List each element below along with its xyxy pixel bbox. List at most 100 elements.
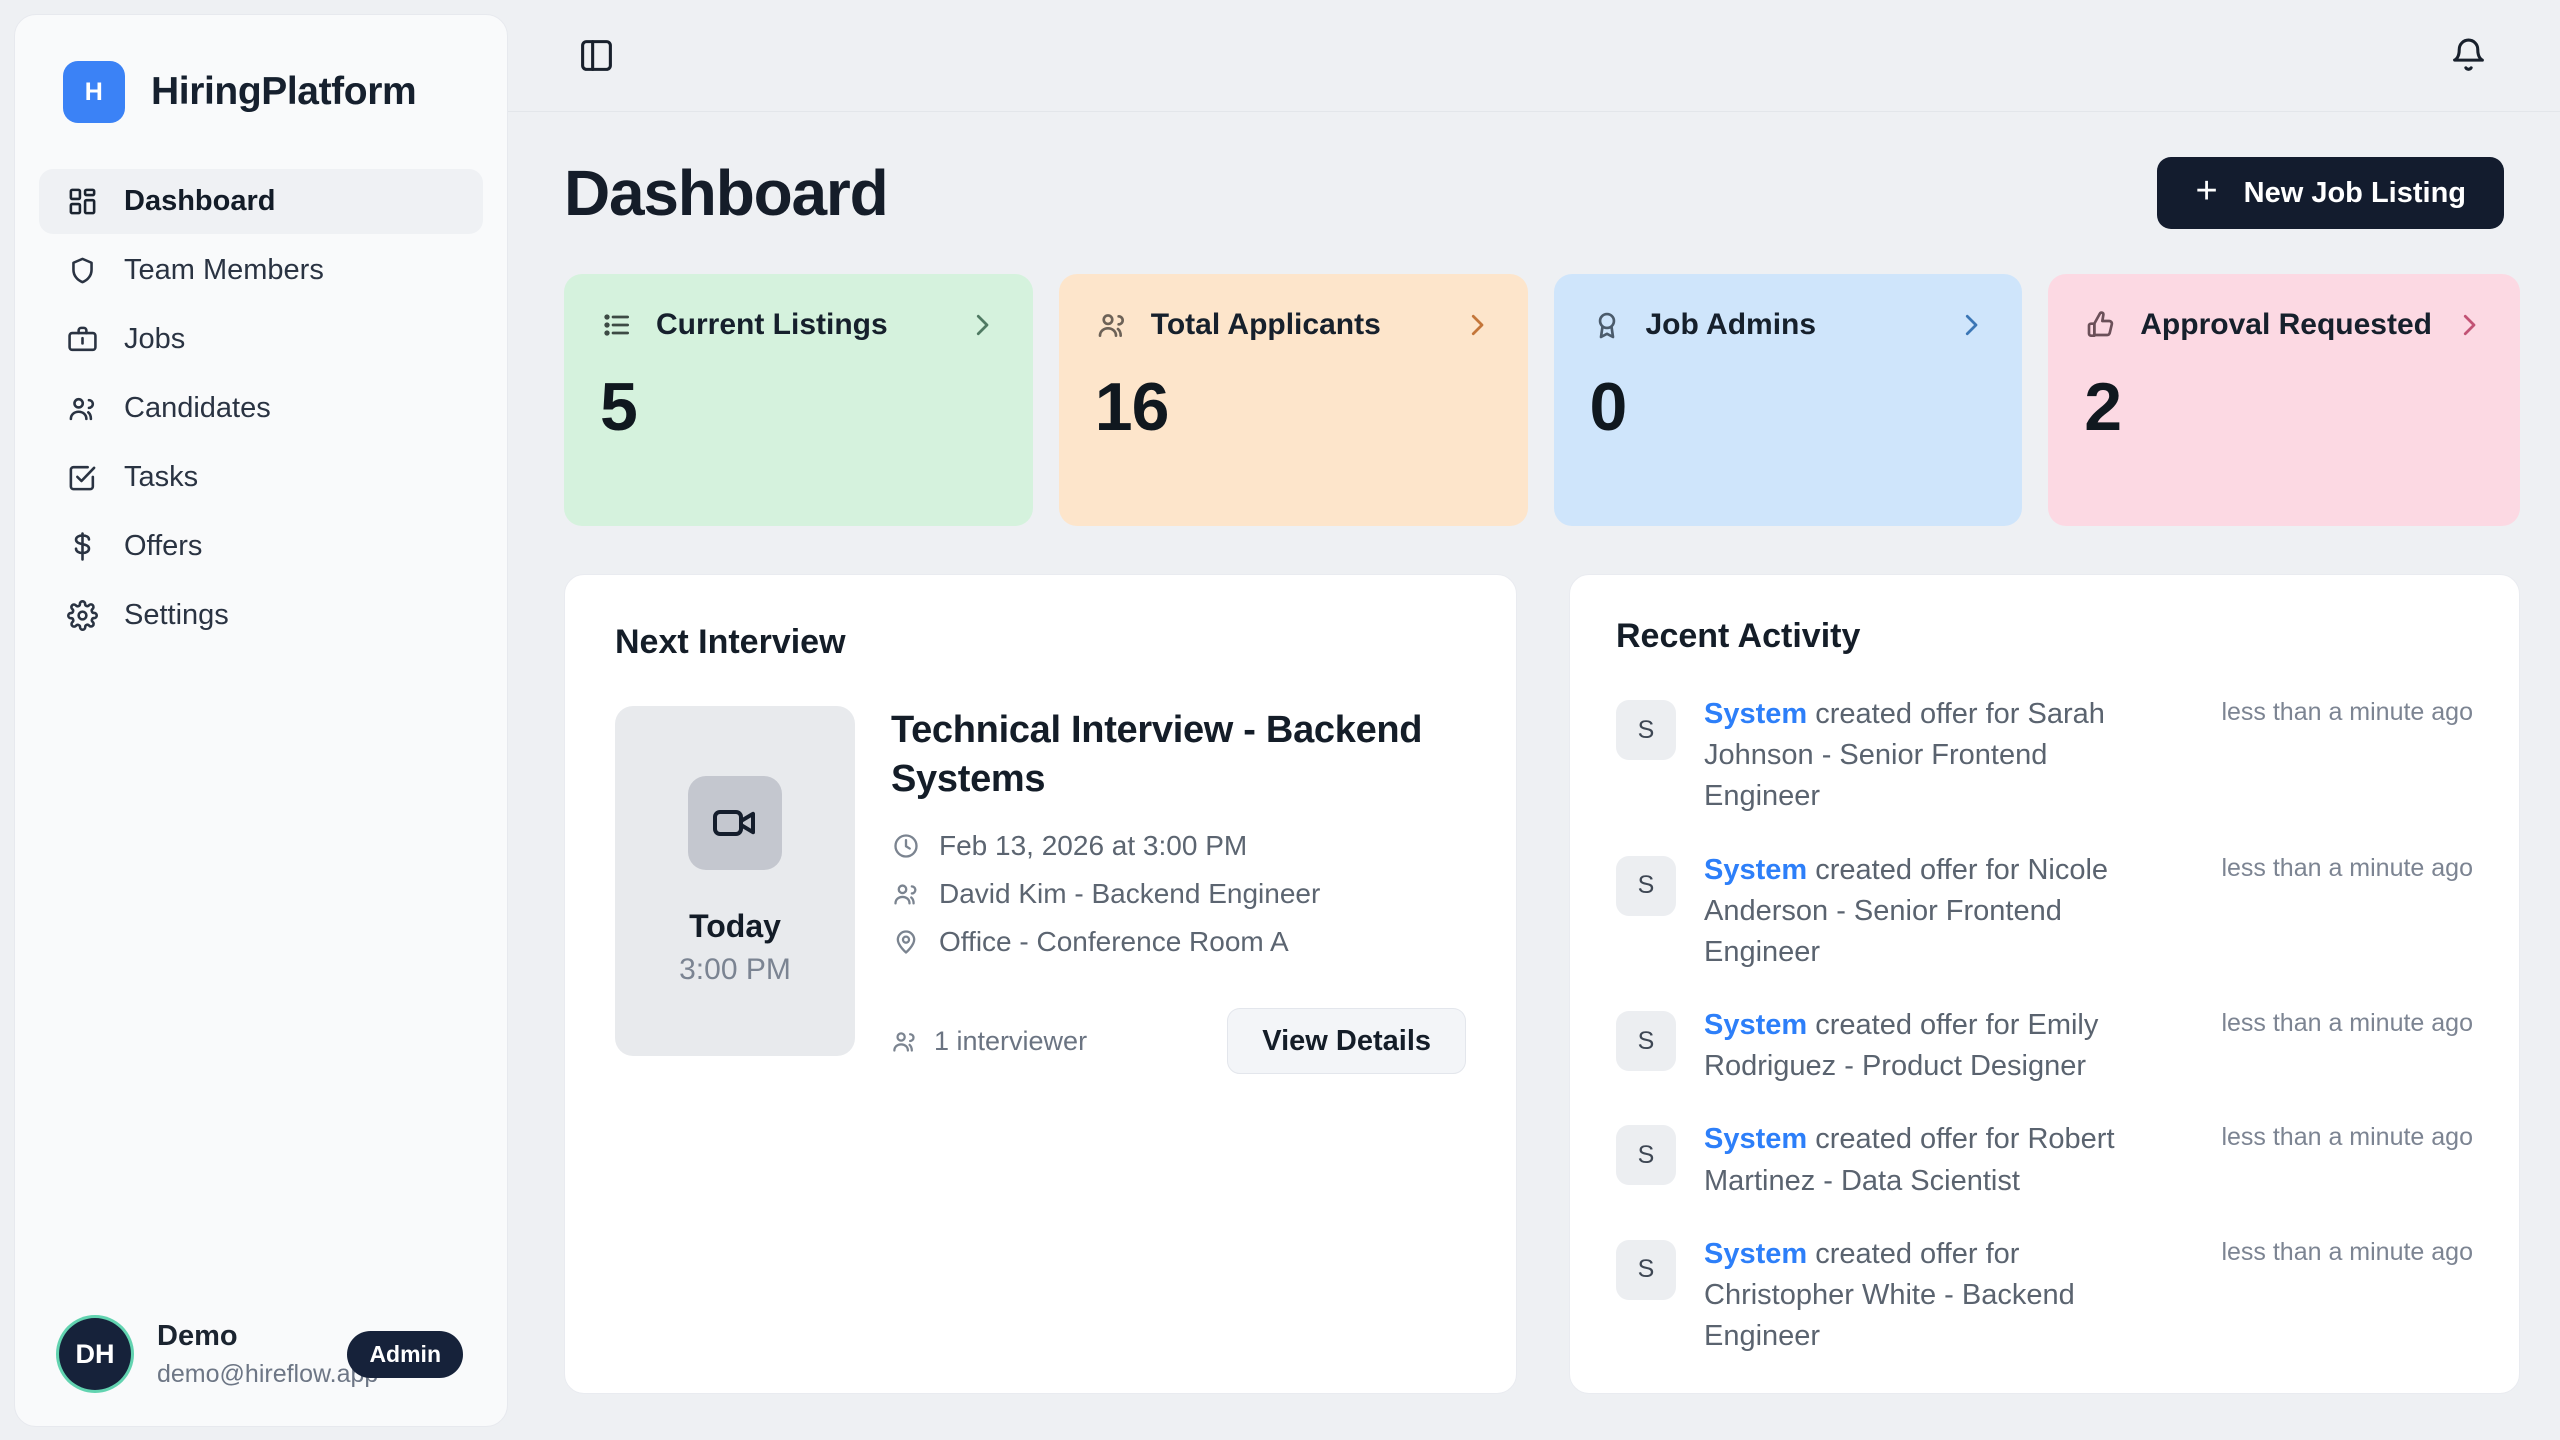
activity-row[interactable]: S System created offer for Emily Rodrigue…: [1616, 1005, 2473, 1087]
activity-actor[interactable]: System: [1704, 1009, 1808, 1042]
chevron-right-icon: [1462, 310, 1492, 340]
dollar-icon: [65, 530, 99, 564]
chevron-right-icon: [1956, 310, 1986, 340]
stat-card-value: 16: [1094, 369, 1170, 445]
grid-icon: [65, 185, 99, 219]
sidebar-item-team-members[interactable]: Team Members: [39, 238, 483, 303]
interview-time: 3:00 PM: [679, 952, 791, 986]
activity-timestamp: less than a minute ago: [2221, 853, 2473, 882]
stat-cards: Current Listings 5 Total Applicants 16: [564, 274, 2520, 526]
avatar: DH: [59, 1318, 131, 1391]
next-interview-panel: Next Interview Today 3:00 PM Technical I…: [564, 574, 1517, 1394]
sidebar-item-label: Candidates: [124, 392, 271, 424]
stat-card-header: Approval Requested: [2084, 308, 2484, 342]
stat-card-value: 2: [2084, 369, 2122, 445]
interview-meta-text: Feb 13, 2026 at 3:00 PM: [939, 830, 1248, 862]
activity-timestamp: less than a minute ago: [2221, 698, 2473, 726]
interviewer-count-label: 1 interviewer: [934, 1025, 1088, 1056]
interview-when-box: Today 3:00 PM: [615, 706, 855, 1056]
pin-icon: [891, 927, 921, 957]
users-icon: [891, 879, 921, 909]
stat-card-label: Job Admins: [1645, 308, 1817, 341]
interview-footer: 1 interviewer View Details: [891, 1008, 1466, 1075]
stat-card-job-admins[interactable]: Job Admins 0: [1553, 274, 2023, 526]
activity-row[interactable]: S System created offer for Sarah Johnson …: [1616, 694, 2473, 818]
brand[interactable]: H HiringPlatform: [15, 15, 507, 123]
interview-meta-location: Office - Conference Room A: [891, 926, 1466, 958]
panel-title: Next Interview: [615, 623, 846, 661]
interview-meta-list: Feb 13, 2026 at 3:00 PM David Kim - Back…: [891, 830, 1466, 958]
sidebar-item-label: Tasks: [124, 461, 199, 493]
user-meta: Demo demo@hireflow.app: [157, 1317, 379, 1392]
sidebar-item-tasks[interactable]: Tasks: [39, 445, 483, 510]
activity-actor[interactable]: System: [1704, 698, 1808, 730]
interview-title: Technical Interview - Backend Systems: [891, 709, 1423, 801]
activity-timestamp: less than a minute ago: [2221, 1009, 2473, 1038]
activity-avatar: S: [1616, 700, 1676, 760]
interview-meta-person: David Kim - Backend Engineer: [891, 878, 1466, 910]
stat-card-label: Total Applicants: [1150, 308, 1381, 341]
activity-text: System created offer for Nicole Anderson…: [1704, 850, 2169, 974]
thumbs-up-icon: [2084, 308, 2118, 342]
sidebar-item-label: Jobs: [124, 323, 186, 355]
gear-icon: [65, 599, 99, 633]
award-icon: [1590, 308, 1624, 342]
clock-icon: [891, 831, 921, 861]
activity-description: created offer for Christopher White - Ba…: [1704, 1237, 2075, 1353]
recent-activity-panel: Recent Activity S System created offer fo…: [1569, 574, 2520, 1394]
page-header: Dashboard + New Job Listing: [564, 156, 2520, 230]
interview-day: Today: [689, 907, 781, 944]
sidebar-item-dashboard[interactable]: Dashboard: [39, 169, 483, 234]
stat-card-header: Current Listings: [600, 308, 997, 342]
stat-card-label: Approval Requested: [2140, 308, 2432, 341]
sidebar-nav: Dashboard Team Members Jobs Candidates T…: [15, 169, 507, 648]
sidebar-item-candidates[interactable]: Candidates: [39, 376, 483, 441]
activity-actor[interactable]: System: [1704, 853, 1808, 886]
activity-row[interactable]: S System created offer for Nicole Anderso…: [1616, 850, 2473, 974]
status-badge: Admin: [347, 1330, 463, 1378]
stat-card-value: 5: [600, 369, 638, 445]
activity-actor[interactable]: System: [1704, 1393, 1807, 1394]
stat-card-current-listings[interactable]: Current Listings 5: [564, 274, 1033, 526]
bell-icon[interactable]: [2442, 30, 2494, 82]
interview-meta-text: David Kim - Backend Engineer: [939, 878, 1321, 910]
activity-description: created offer for Robert Martinez - Data…: [1704, 1123, 2115, 1197]
user-profile[interactable]: DH Demo demo@hireflow.app Admin: [15, 1317, 507, 1392]
stat-card-approval-requested[interactable]: Approval Requested 2: [2048, 274, 2520, 526]
user-email: demo@hireflow.app: [157, 1359, 379, 1388]
users-icon: [1095, 308, 1129, 342]
panels: Next Interview Today 3:00 PM Technical I…: [564, 574, 2520, 1394]
new-job-listing-button[interactable]: + New Job Listing: [2157, 157, 2504, 229]
interview-meta-text: Office - Conference Room A: [939, 926, 1289, 958]
activity-row[interactable]: S System created offer for Robert Martine…: [1616, 1119, 2473, 1201]
main-area: Dashboard + New Job Listing Current List…: [508, 0, 2560, 1440]
sidebar: H HiringPlatform Dashboard Team Members …: [14, 14, 508, 1427]
activity-description: created offer for Sarah Johnson - Senior…: [1704, 698, 2105, 813]
sidebar-item-jobs[interactable]: Jobs: [39, 307, 483, 372]
activity-description: created offer for Kevin Patel - Data Sci…: [1704, 1393, 2100, 1394]
stat-card-label: Current Listings: [656, 308, 888, 341]
sidebar-item-settings[interactable]: Settings: [39, 583, 483, 648]
activity-description: created offer for Nicole Anderson - Seni…: [1704, 853, 2109, 968]
activity-actor[interactable]: System: [1704, 1237, 1808, 1270]
activity-list: S System created offer for Sarah Johnson …: [1616, 694, 2473, 1394]
activity-description: created offer for Emily Rodriguez - Prod…: [1704, 1009, 2099, 1083]
page-content: Dashboard + New Job Listing Current List…: [508, 112, 2560, 1440]
shield-icon: [65, 254, 99, 288]
stat-card-header: Job Admins: [1590, 308, 1987, 342]
check-square-icon: [65, 461, 99, 495]
activity-text: System created offer for Emily Rodriguez…: [1704, 1005, 2169, 1087]
activity-avatar: S: [1616, 1239, 1676, 1300]
sidebar-item-offers[interactable]: Offers: [39, 514, 483, 579]
stat-card-total-applicants[interactable]: Total Applicants 16: [1058, 274, 1528, 526]
list-icon: [600, 308, 634, 342]
panel-left-icon[interactable]: [570, 30, 622, 82]
activity-avatar: S: [1616, 1011, 1676, 1072]
activity-text: System created offer for Sarah Johnson -…: [1704, 694, 2169, 818]
activity-row[interactable]: S System created offer for Christopher Wh…: [1616, 1234, 2473, 1358]
activity-actor[interactable]: System: [1704, 1123, 1808, 1156]
view-details-button[interactable]: View Details: [1227, 1008, 1466, 1075]
interviewer-count: 1 interviewer: [891, 1026, 1087, 1057]
